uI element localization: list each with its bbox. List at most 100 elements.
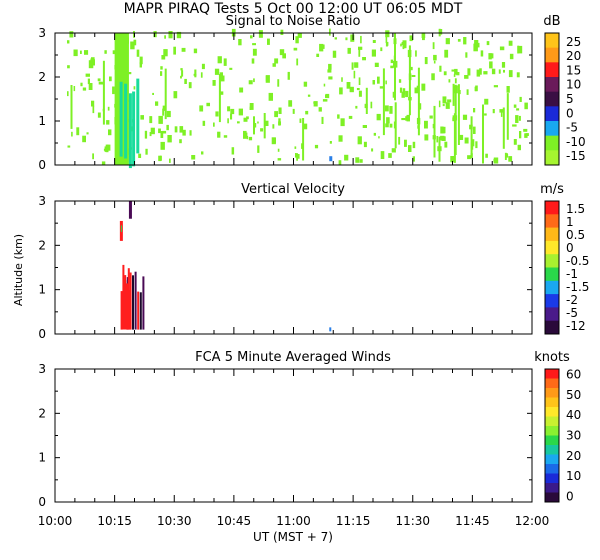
echo-speckle [484, 98, 489, 105]
echo-speckle [390, 59, 394, 64]
echo-speckle [80, 50, 82, 54]
echo-speckle [357, 136, 362, 145]
echo-speckle [282, 53, 286, 59]
echo-speckle [421, 32, 426, 38]
echo-speckle [144, 130, 148, 139]
echo-speckle [416, 85, 419, 91]
echo-speckle [90, 58, 93, 62]
colorbar-swatch [545, 388, 559, 398]
echo-speckle [206, 102, 210, 107]
colorbar-label: 15 [566, 63, 581, 77]
upper-streak [128, 201, 132, 219]
echo-speckle [412, 156, 415, 162]
colorbar-swatch [545, 435, 559, 446]
colorbar-label: -2 [566, 293, 578, 307]
colorbar-swatch [545, 473, 559, 484]
echo-streak [470, 116, 473, 156]
echo-speckle [491, 68, 496, 75]
echo-speckle [354, 62, 359, 68]
echo-speckle [127, 72, 132, 75]
y-tick-label: 0 [38, 327, 46, 341]
echo-speckle [409, 35, 413, 42]
echo-speckle [377, 76, 380, 84]
echo-speckle [443, 71, 447, 76]
echo-speckle [253, 78, 255, 83]
echo-speckle [459, 90, 461, 95]
echo-speckle [499, 46, 505, 51]
echo-speckle [454, 78, 457, 84]
echo-speckle [180, 68, 183, 71]
echo-streak [218, 74, 221, 123]
echo-speckle [362, 125, 367, 128]
echo-speckle [411, 75, 416, 77]
colorbar-swatch [545, 280, 559, 295]
colorbar-swatch [545, 397, 559, 408]
echo-speckle [476, 69, 481, 77]
echo-speckle [380, 151, 385, 159]
echo-speckle [421, 83, 426, 91]
echo-speckle [194, 69, 197, 78]
echo-speckle [251, 58, 255, 64]
echo-speckle [519, 131, 522, 139]
echo-speckle [329, 28, 331, 36]
echo-speckle [516, 72, 520, 78]
data-marks [119, 201, 332, 332]
echo-speckle [355, 105, 358, 109]
echo-speckle [155, 101, 159, 106]
echo-speckle [424, 134, 429, 141]
echo-speckle [454, 68, 458, 75]
y-tick-label: 3 [38, 362, 46, 376]
colorbar-swatch [545, 150, 559, 166]
colorbar-label: 10 [566, 469, 581, 483]
echo-speckle [136, 49, 140, 57]
echo-speckle [379, 86, 385, 89]
echo-speckle [373, 132, 376, 136]
x-tick-label: 11:30 [395, 514, 430, 528]
echo-core [119, 81, 123, 157]
echo-speckle [444, 141, 448, 148]
y-tick-label: 1 [38, 114, 46, 128]
echo-speckle [351, 62, 354, 70]
echo-speckle [356, 88, 360, 91]
echo-speckle [299, 118, 302, 123]
data-marks [67, 28, 529, 169]
echo-speckle [163, 49, 168, 57]
colorbar-label: -0.5 [566, 254, 589, 268]
echo-speckle [180, 75, 182, 79]
echo-speckle [168, 31, 173, 39]
colorbar-label: 40 [566, 408, 581, 422]
echo-streak [506, 93, 509, 140]
echo-speckle [184, 78, 187, 84]
echo-speckle [358, 77, 361, 85]
colorbar-swatch [545, 33, 559, 49]
echo-speckle [130, 41, 135, 50]
y-axis-label: Altitude (km) [12, 234, 25, 306]
echo-speckle [219, 72, 223, 80]
echo-speckle [214, 68, 220, 75]
echo-speckle [213, 122, 215, 127]
echo-speckle [133, 86, 136, 90]
colorbar-label: -1.5 [566, 280, 589, 294]
echo-speckle [456, 72, 460, 76]
echo-speckle [243, 117, 248, 122]
echo-speckle [471, 139, 475, 147]
echo-speckle [84, 50, 89, 55]
echo-speckle [162, 105, 167, 111]
y-tick-label: 0 [38, 495, 46, 509]
panel-frame [54, 368, 533, 503]
echo-streak [438, 136, 441, 162]
colorbar-unit-label: m/s [540, 182, 564, 197]
colorbar-swatch [545, 135, 559, 151]
colorbar-swatch [545, 307, 559, 322]
echo-speckle [414, 87, 419, 94]
echo-speckle [173, 91, 178, 99]
echo-speckle [104, 146, 107, 152]
echo-speckle [385, 80, 387, 85]
echo-speckle [450, 156, 455, 163]
colorbar-label: 25 [566, 35, 581, 49]
echo-speckle [371, 148, 374, 152]
colorbar-label: 50 [566, 388, 581, 402]
figure-title: MAPR PIRAQ Tests 5 Oct 00 12:00 UT 06:05… [124, 1, 463, 17]
echo-speckle [85, 73, 90, 77]
echo-speckle [158, 128, 161, 134]
